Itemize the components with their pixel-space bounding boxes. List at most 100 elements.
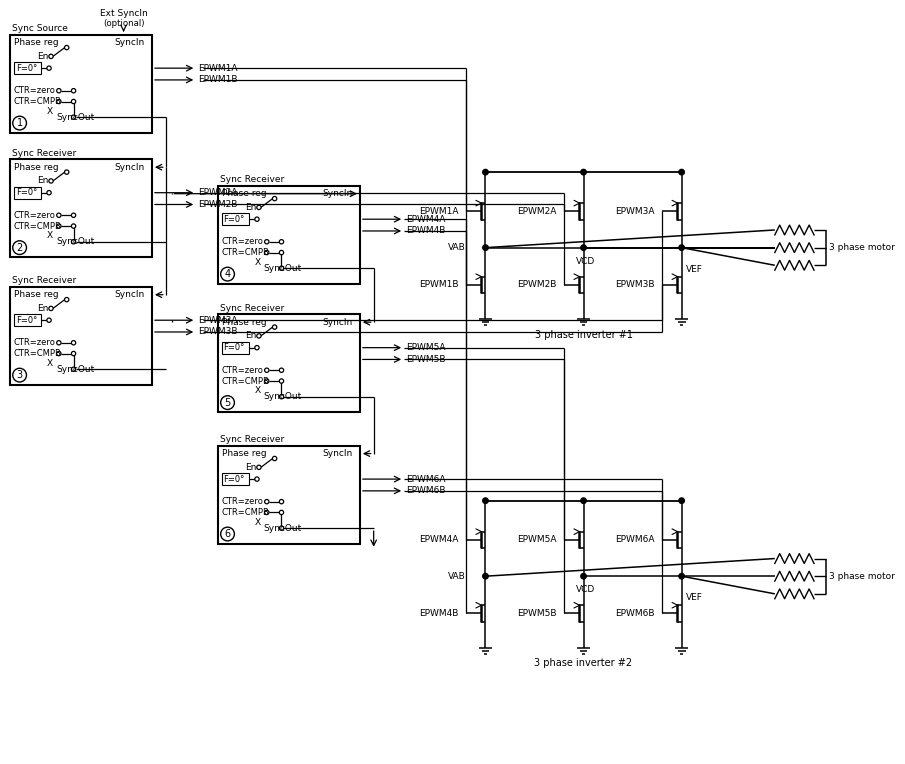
Text: (optional): (optional) <box>103 18 144 28</box>
Text: Sync Receiver: Sync Receiver <box>220 176 284 184</box>
Circle shape <box>47 318 52 322</box>
Text: EPWM4B: EPWM4B <box>406 226 445 235</box>
Circle shape <box>482 170 488 175</box>
Text: 3 phase motor: 3 phase motor <box>829 571 895 581</box>
Circle shape <box>280 266 283 270</box>
Circle shape <box>280 526 283 530</box>
Circle shape <box>581 170 586 175</box>
Circle shape <box>280 500 283 503</box>
Bar <box>14 63 42 74</box>
Circle shape <box>13 116 26 130</box>
Text: Phase reg: Phase reg <box>14 163 58 172</box>
Circle shape <box>280 379 283 384</box>
Text: 2: 2 <box>16 243 23 253</box>
Circle shape <box>280 510 283 515</box>
Text: X: X <box>255 387 262 395</box>
Text: SyncOut: SyncOut <box>264 264 302 273</box>
Text: Phase reg: Phase reg <box>14 38 58 47</box>
Circle shape <box>57 89 61 93</box>
Circle shape <box>57 341 61 345</box>
Text: Sync Source: Sync Source <box>12 24 68 34</box>
Text: EPWM1A: EPWM1A <box>198 63 238 73</box>
Circle shape <box>272 196 277 201</box>
Circle shape <box>255 217 259 222</box>
Text: VCD: VCD <box>576 585 595 594</box>
Circle shape <box>679 245 684 251</box>
Circle shape <box>71 240 76 244</box>
Circle shape <box>255 477 259 481</box>
Text: Sync Receiver: Sync Receiver <box>12 277 76 286</box>
Text: F=0°: F=0° <box>224 215 245 224</box>
Text: CTR=CMPB: CTR=CMPB <box>222 248 270 257</box>
Bar <box>222 213 249 225</box>
Text: Phase reg: Phase reg <box>222 449 266 458</box>
Text: F=0°: F=0° <box>15 63 37 73</box>
Text: CTR=zero: CTR=zero <box>222 497 263 507</box>
Bar <box>222 473 249 485</box>
Text: EPWM2A: EPWM2A <box>198 188 237 197</box>
Text: CTR=CMPB: CTR=CMPB <box>222 508 270 517</box>
Circle shape <box>255 345 259 350</box>
Circle shape <box>264 240 269 244</box>
Circle shape <box>679 574 684 579</box>
Text: 3 phase motor: 3 phase motor <box>829 243 895 252</box>
Text: EPWM6B: EPWM6B <box>614 609 654 618</box>
Circle shape <box>257 465 261 470</box>
Text: SyncOut: SyncOut <box>56 113 94 121</box>
Text: X: X <box>47 231 53 241</box>
Text: En: En <box>37 176 49 186</box>
Circle shape <box>49 179 53 183</box>
Text: EPWM2B: EPWM2B <box>198 200 237 209</box>
Text: 3 phase inverter #2: 3 phase inverter #2 <box>535 659 633 668</box>
Text: SyncIn: SyncIn <box>323 189 353 198</box>
Circle shape <box>264 251 269 254</box>
Text: EPWM4B: EPWM4B <box>419 609 458 618</box>
Text: En: En <box>245 463 256 472</box>
Text: Phase reg: Phase reg <box>14 290 58 299</box>
Text: X: X <box>255 518 262 526</box>
Circle shape <box>71 89 76 93</box>
Text: EPWM1B: EPWM1B <box>198 76 238 85</box>
Circle shape <box>272 456 277 461</box>
Text: 5: 5 <box>224 397 231 408</box>
Text: 3 phase inverter #1: 3 phase inverter #1 <box>535 330 633 340</box>
Text: 1: 1 <box>16 118 23 128</box>
Text: X: X <box>255 257 262 267</box>
Text: EPWM3B: EPWM3B <box>614 280 654 290</box>
Circle shape <box>581 498 586 503</box>
Text: F=0°: F=0° <box>15 188 37 197</box>
Text: En: En <box>37 304 49 313</box>
Circle shape <box>257 334 261 338</box>
Text: EPWM3A: EPWM3A <box>198 316 238 325</box>
Text: En: En <box>245 332 256 341</box>
Bar <box>10 35 152 133</box>
Text: SyncOut: SyncOut <box>264 392 302 401</box>
Text: SyncIn: SyncIn <box>115 290 145 299</box>
Text: VAB: VAB <box>448 571 466 581</box>
Text: SyncOut: SyncOut <box>56 238 94 246</box>
Text: Ext SyncIn: Ext SyncIn <box>100 8 148 18</box>
Text: EPWM4A: EPWM4A <box>406 215 445 224</box>
Text: EPWM4A: EPWM4A <box>419 536 458 545</box>
Circle shape <box>47 190 52 195</box>
Circle shape <box>49 54 53 59</box>
Text: VEF: VEF <box>686 594 702 602</box>
Circle shape <box>272 325 277 329</box>
Text: Sync Receiver: Sync Receiver <box>220 435 284 445</box>
Text: X: X <box>47 359 53 367</box>
Circle shape <box>49 306 53 311</box>
Text: EPWM5A: EPWM5A <box>517 536 557 545</box>
Text: CTR=CMPB: CTR=CMPB <box>14 97 62 106</box>
Circle shape <box>57 351 61 356</box>
Text: CTR=zero: CTR=zero <box>14 86 55 96</box>
Circle shape <box>280 368 283 372</box>
Text: EPWM1A: EPWM1A <box>419 207 458 216</box>
Circle shape <box>264 379 269 384</box>
Text: EPWM5B: EPWM5B <box>406 355 445 364</box>
Circle shape <box>71 367 76 371</box>
Circle shape <box>221 396 234 410</box>
Bar <box>14 314 42 326</box>
Circle shape <box>482 574 488 579</box>
Text: EPWM3A: EPWM3A <box>614 207 654 216</box>
Circle shape <box>581 574 586 579</box>
